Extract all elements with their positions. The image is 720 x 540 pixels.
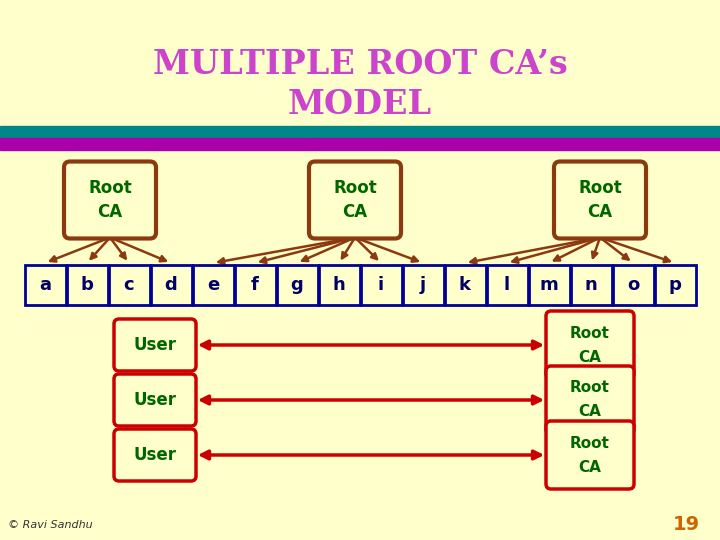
Bar	[613, 265, 654, 305]
Text: g: g	[291, 276, 303, 294]
Text: Root: Root	[578, 179, 622, 197]
Text: b: b	[81, 276, 94, 294]
Text: CA: CA	[343, 203, 368, 221]
Bar	[192, 265, 233, 305]
FancyBboxPatch shape	[546, 366, 634, 434]
Text: Root: Root	[333, 179, 377, 197]
Text: d: d	[165, 276, 177, 294]
Bar	[487, 265, 528, 305]
FancyBboxPatch shape	[546, 421, 634, 489]
Text: a: a	[39, 276, 51, 294]
Text: CA: CA	[588, 203, 613, 221]
Bar	[66, 265, 107, 305]
Text: CA: CA	[579, 349, 601, 364]
Bar	[570, 265, 611, 305]
Bar	[654, 265, 696, 305]
Text: 19: 19	[673, 516, 700, 535]
FancyBboxPatch shape	[554, 161, 646, 239]
Bar	[0, 126, 720, 138]
Text: Root: Root	[570, 381, 610, 395]
FancyBboxPatch shape	[64, 161, 156, 239]
Bar	[24, 265, 66, 305]
Bar	[235, 265, 276, 305]
Text: o: o	[627, 276, 639, 294]
Bar	[150, 265, 192, 305]
Bar	[402, 265, 444, 305]
FancyBboxPatch shape	[114, 374, 196, 426]
Bar	[0, 138, 720, 150]
Text: MULTIPLE ROOT CA’s: MULTIPLE ROOT CA’s	[153, 49, 567, 82]
Bar	[276, 265, 318, 305]
Text: l: l	[504, 276, 510, 294]
FancyBboxPatch shape	[114, 319, 196, 371]
Bar	[528, 265, 570, 305]
FancyBboxPatch shape	[546, 311, 634, 379]
Text: CA: CA	[579, 404, 601, 420]
Text: CA: CA	[97, 203, 122, 221]
Text: CA: CA	[579, 460, 601, 475]
Text: Root: Root	[88, 179, 132, 197]
Text: MODEL: MODEL	[288, 89, 432, 122]
Text: n: n	[585, 276, 598, 294]
Text: Root: Root	[570, 435, 610, 450]
Text: h: h	[333, 276, 346, 294]
Text: k: k	[459, 276, 471, 294]
Bar	[361, 265, 402, 305]
Bar	[444, 265, 485, 305]
FancyBboxPatch shape	[309, 161, 401, 239]
Bar	[109, 265, 150, 305]
Text: Root: Root	[570, 326, 610, 341]
Text: f: f	[251, 276, 259, 294]
Text: e: e	[207, 276, 219, 294]
Text: User: User	[133, 391, 176, 409]
Text: p: p	[669, 276, 681, 294]
Text: j: j	[420, 276, 426, 294]
Text: © Ravi Sandhu: © Ravi Sandhu	[8, 520, 93, 530]
Text: i: i	[378, 276, 384, 294]
Text: User: User	[133, 336, 176, 354]
Bar	[318, 265, 359, 305]
Text: User: User	[133, 446, 176, 464]
FancyBboxPatch shape	[114, 429, 196, 481]
Text: c: c	[124, 276, 135, 294]
Text: m: m	[539, 276, 559, 294]
